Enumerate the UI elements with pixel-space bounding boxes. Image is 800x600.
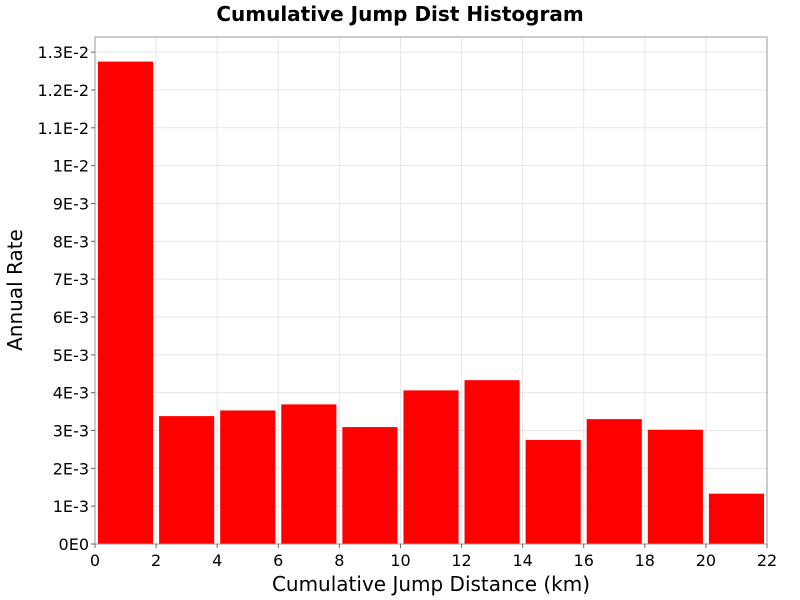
x-tick-label: 18 — [635, 551, 655, 570]
y-axis-ticks: 0E0 1E-3 2E-3 3E-3 4E-3 5E-3 6E-3 7E-3 8E-3 9E-3 1… — [37, 43, 95, 554]
bar — [708, 493, 764, 544]
y-tick-label: 8E-3 — [53, 232, 89, 251]
x-tick-label: 22 — [757, 551, 777, 570]
x-tick-label: 4 — [212, 551, 222, 570]
x-axis-ticks: 0 2 4 6 8 10 12 14 16 18 20 22 — [90, 544, 777, 570]
x-tick-label: 8 — [334, 551, 344, 570]
y-tick-label: 7E-3 — [53, 270, 89, 289]
y-tick-label: 1.1E-2 — [37, 119, 89, 138]
x-tick-label: 6 — [273, 551, 283, 570]
bar — [464, 380, 520, 544]
bar — [159, 416, 215, 544]
bar — [403, 390, 459, 544]
y-tick-label: 1.3E-2 — [37, 43, 89, 62]
y-tick-label: 9E-3 — [53, 194, 89, 213]
x-axis-label: Cumulative Jump Distance (km) — [272, 572, 590, 596]
y-tick-label: 2E-3 — [53, 459, 89, 478]
chart-title: Cumulative Jump Dist Histogram — [216, 2, 583, 26]
x-tick-label: 20 — [696, 551, 716, 570]
bar — [525, 439, 581, 544]
x-tick-label: 16 — [574, 551, 594, 570]
bar — [98, 61, 154, 544]
plot-frame — [94, 36, 768, 545]
y-tick-label: 6E-3 — [53, 308, 89, 327]
y-tick-label: 3E-3 — [53, 421, 89, 440]
x-tick-label: 10 — [390, 551, 410, 570]
y-tick-label: 5E-3 — [53, 346, 89, 365]
x-tick-label: 14 — [512, 551, 532, 570]
y-axis-label: Annual Rate — [3, 229, 27, 351]
y-tick-label: 1.2E-2 — [37, 81, 89, 100]
bar — [586, 419, 642, 544]
y-tick-label: 4E-3 — [53, 384, 89, 403]
y-tick-label: 1E-2 — [53, 157, 89, 176]
bar — [647, 429, 703, 544]
x-tick-label: 2 — [151, 551, 161, 570]
y-tick-label: 1E-3 — [53, 497, 89, 516]
bar — [342, 427, 398, 544]
x-tick-label: 12 — [451, 551, 471, 570]
bars — [98, 61, 764, 544]
x-tick-label: 0 — [90, 551, 100, 570]
bar — [281, 404, 337, 544]
y-tick-label: 0E0 — [59, 535, 89, 554]
bar — [220, 410, 276, 544]
